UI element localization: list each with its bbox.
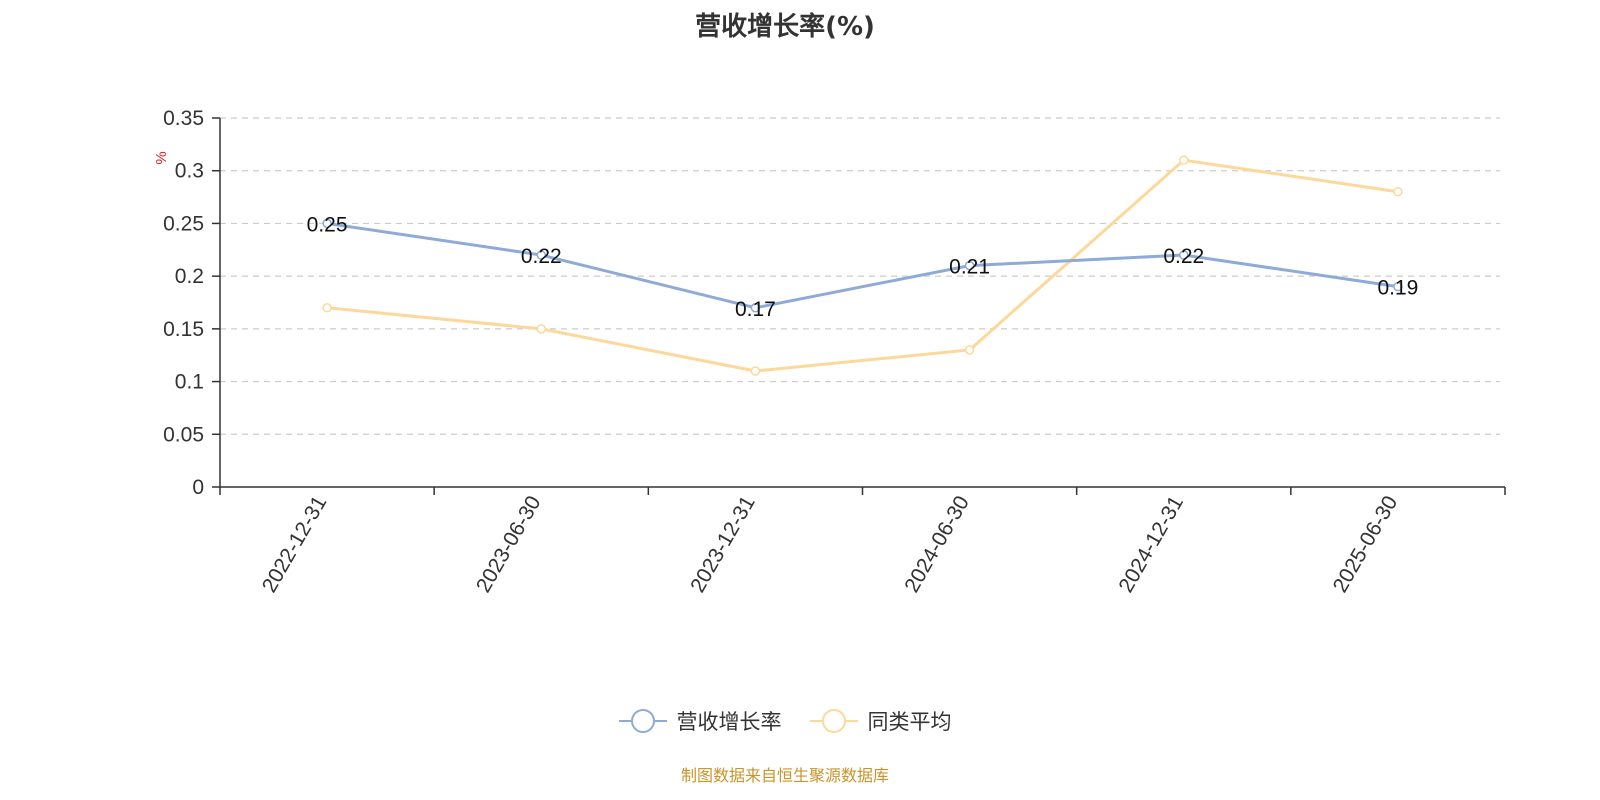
x-tick-label: 2022-12-31 (258, 492, 332, 597)
legend-circle (821, 709, 846, 733)
data-label: 0.19 (1377, 277, 1418, 300)
data-point (1393, 187, 1403, 197)
data-point (964, 345, 975, 355)
y-tick-label: 0.1 (175, 371, 204, 394)
axes: 0 0.05 0.1 0.15 0.2 0.25 0.3 0.35 2022-12-31 2023… (163, 107, 1506, 597)
y-tick-label: 0.2 (175, 265, 204, 288)
data-point (322, 303, 332, 313)
legend-label: 营收增长率 (676, 710, 782, 734)
data-point (322, 218, 332, 229)
series-line (326, 158, 1399, 373)
data-label: 0.21 (949, 256, 990, 279)
y-tick-label: 0.25 (163, 212, 204, 235)
data-label: 0.22 (521, 245, 562, 268)
data-point (1393, 281, 1403, 292)
data-point (750, 303, 761, 313)
data-point (1179, 155, 1189, 165)
legend-label: 同类平均 (867, 710, 952, 734)
x-tick-label: 2024-06-30 (900, 492, 974, 597)
source-note: 制图数据来自恒生聚源数据库 (680, 766, 889, 785)
data-label: 0.22 (1163, 245, 1204, 268)
legend-item-series-1[interactable]: 营收增长率 (618, 706, 782, 736)
chart-title: 营收增长率(%) (695, 12, 875, 42)
legend-line-circle-icon (618, 708, 667, 734)
data-label: 0.25 (307, 213, 348, 236)
y-tick-label: 0 (192, 476, 204, 499)
data-labels: 0.25 0.22 0.17 0.21 0.22 0.19 (307, 213, 1419, 320)
data-label: 0.17 (735, 298, 776, 321)
data-point (1179, 250, 1189, 260)
y-tick-label: 0.05 (163, 423, 204, 446)
legend-item-series-2[interactable]: 同类平均 (809, 706, 952, 736)
x-tick-label: 2023-12-31 (686, 492, 760, 597)
series-line (326, 221, 1399, 310)
x-tick-label: 2023-06-30 (472, 492, 546, 597)
y-tick-label: 0.35 (163, 107, 204, 130)
gridlines (220, 117, 1500, 435)
x-tick-label: 2024-12-31 (1114, 492, 1188, 597)
data-point (536, 324, 546, 334)
legend: 营收增长率 同类平均 (0, 706, 1570, 736)
y-axis-label: % (153, 151, 170, 164)
y-tick-label: 0.15 (163, 318, 204, 341)
legend-line-circle-icon (809, 708, 858, 734)
legend-circle (630, 709, 655, 733)
data-point (536, 250, 546, 260)
y-tick-label: 0.3 (175, 160, 204, 183)
data-point (750, 366, 761, 376)
data-point (964, 260, 975, 271)
x-tick-label: 2025-06-30 (1329, 492, 1403, 597)
series (322, 155, 1403, 376)
